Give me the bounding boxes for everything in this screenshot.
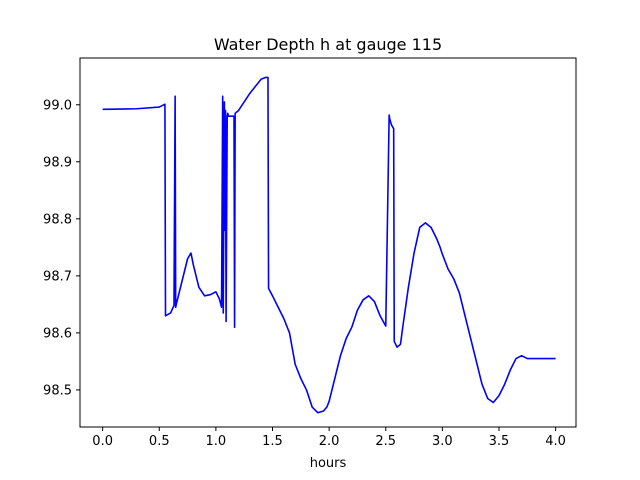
chart-title: Water Depth h at gauge 115: [214, 35, 442, 54]
x-tick-label: 4.0: [545, 434, 566, 449]
x-tick-label: 3.0: [432, 434, 453, 449]
x-tick-label: 0.5: [149, 434, 170, 449]
x-tick-label: 0.0: [92, 434, 113, 449]
x-tick-label: 2.5: [375, 434, 396, 449]
y-tick-label: 98.9: [43, 155, 72, 170]
plot-area: [79, 57, 577, 428]
x-tick-label: 2.0: [319, 434, 340, 449]
series-line: [102, 76, 556, 414]
x-tick-label: 1.5: [262, 434, 283, 449]
y-axis: 98.5 98.6 98.7 98.8 98.9 99.0: [43, 98, 80, 398]
y-tick-label: 98.8: [43, 212, 72, 227]
y-tick-label: 98.7: [43, 269, 72, 284]
y-tick-label: 98.6: [43, 326, 72, 341]
plot-frame: [79, 57, 577, 428]
series-layer: [102, 76, 556, 414]
y-tick-label: 99.0: [43, 98, 72, 113]
y-tick-label: 98.5: [43, 383, 72, 398]
x-tick-label: 3.5: [489, 434, 510, 449]
x-axis-label: hours: [310, 456, 347, 471]
x-axis: 0.0 0.5 1.0 1.5 2.0 2.5 3.0 3.5 4.0: [92, 427, 566, 449]
x-tick-label: 1.0: [206, 434, 227, 449]
